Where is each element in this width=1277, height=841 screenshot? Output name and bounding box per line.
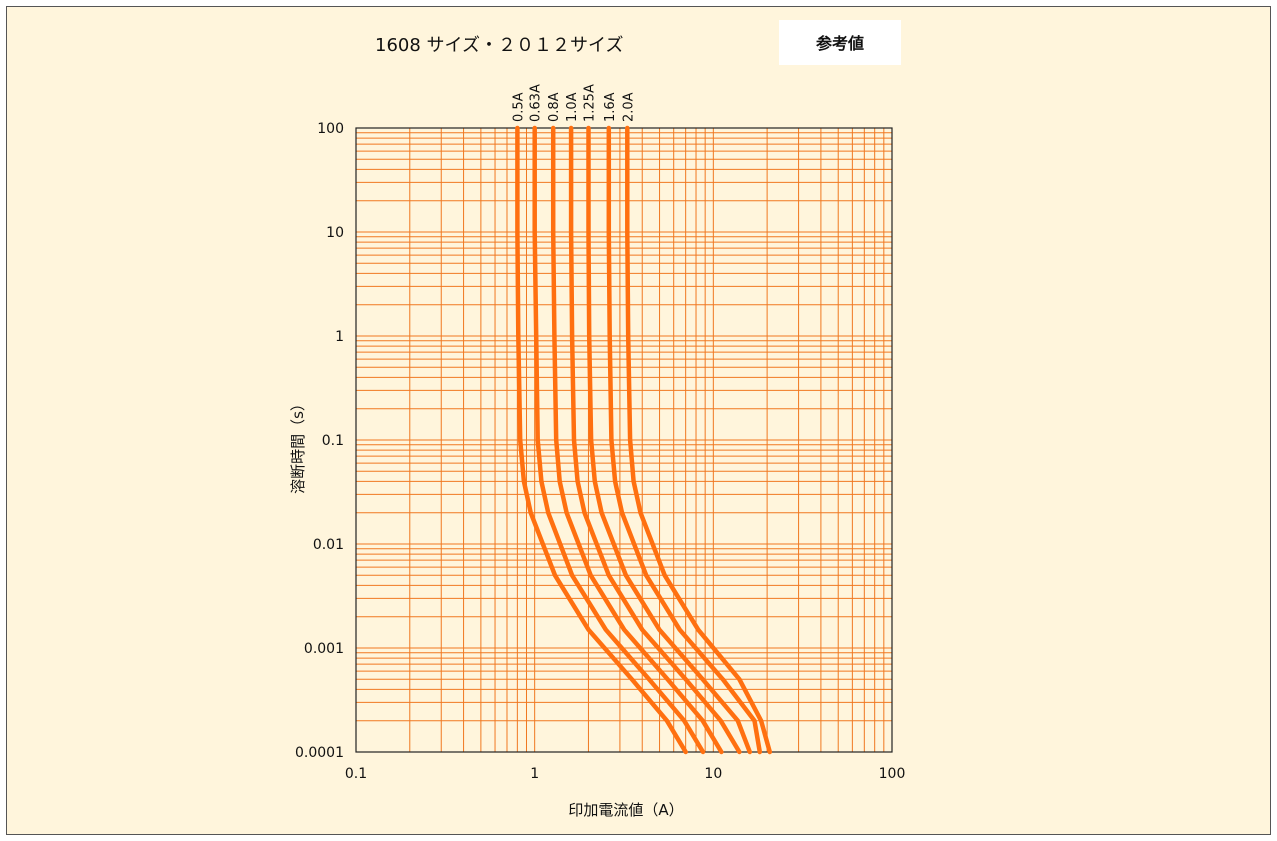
y-tick-label: 1	[335, 329, 344, 345]
x-tick-label: 0.1	[345, 766, 367, 782]
series-label: 0.63A	[529, 84, 544, 122]
chart-area: 参考値 1608 サイズ・２０１２サイズ 0.1 1 10 100 100 10 1 0.1 0…	[6, 6, 1271, 835]
series-label: 2.0A	[621, 92, 636, 122]
series-line-2.0A	[625, 125, 773, 755]
fuse-chart: 参考値 1608 サイズ・２０１２サイズ 0.1 1 10 1001001010.10…	[289, 20, 905, 819]
grid	[355, 128, 892, 753]
y-axis-label: 溶断時間（s）	[289, 396, 307, 494]
x-tick-label: 1	[530, 766, 539, 782]
y-tick-label: 10	[326, 225, 344, 241]
series-line-1.25A	[586, 125, 753, 755]
series-labels: 0.5A 0.63A 0.8A 1.0A 1.25A 1.6A 2.0A	[511, 84, 636, 122]
y-tick-label: 0.001	[304, 641, 344, 657]
chart-badge: 参考値	[816, 34, 864, 53]
series-line-1.6A	[606, 125, 763, 755]
x-axis-label: 印加電流値（A）	[568, 801, 683, 819]
series-line-0.5A	[515, 125, 688, 755]
series-label: 1.6A	[603, 92, 618, 122]
tick-labels: 0.1 1 10 100 100 10 1 0.1 0.01 0.001 0.0001	[295, 121, 905, 782]
series-line-0.8A	[550, 125, 724, 755]
y-tick-label: 0.01	[313, 537, 344, 553]
curves	[515, 125, 773, 755]
series-label: 0.5A	[511, 92, 526, 122]
y-tick-label: 100	[317, 121, 344, 137]
y-tick-label: 0.1	[322, 433, 344, 449]
series-label: 1.25A	[583, 84, 598, 122]
series-label: 1.0A	[565, 92, 580, 122]
y-tick-label: 0.0001	[295, 745, 344, 761]
x-tick-label: 10	[704, 766, 722, 782]
plot-frame	[355, 127, 893, 753]
series-label: 0.8A	[547, 92, 562, 122]
chart-title: 1608 サイズ・２０１２サイズ	[375, 35, 623, 56]
x-tick-label: 100	[879, 766, 906, 782]
series-line-1.0A	[568, 125, 742, 755]
series-line-0.63A	[532, 125, 706, 755]
badge-box	[779, 20, 901, 65]
